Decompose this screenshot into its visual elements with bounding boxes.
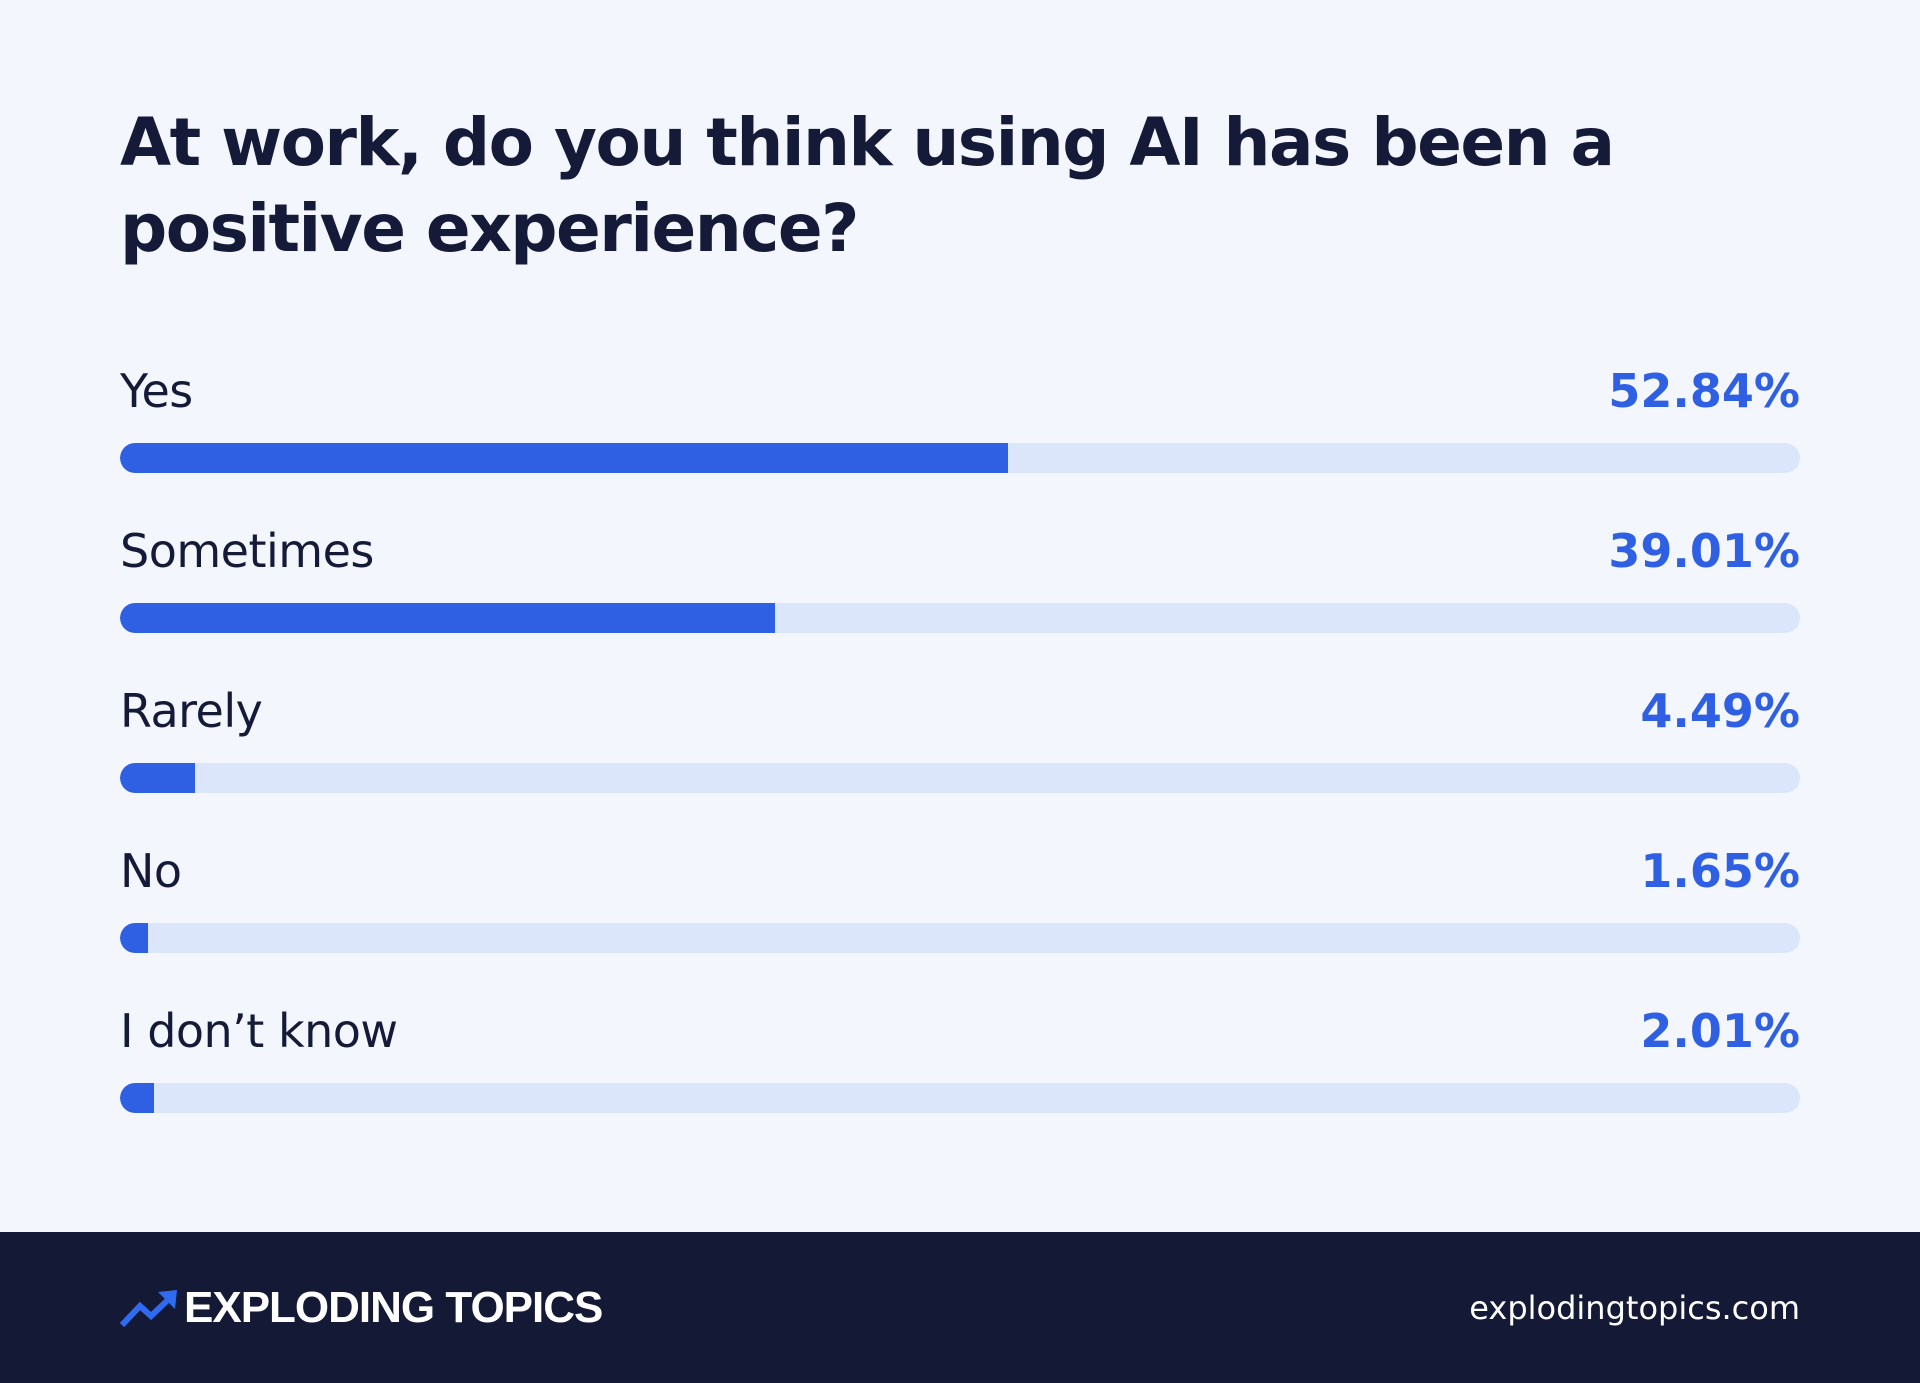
bar-category-label: I don’t know <box>120 1004 398 1058</box>
bar-value-label: 39.01% <box>1608 524 1800 578</box>
bar-value-label: 4.49% <box>1640 684 1800 738</box>
bar-track <box>120 1083 1800 1113</box>
bar-value-label: 1.65% <box>1640 844 1800 898</box>
trending-up-arrow-icon <box>120 1290 177 1328</box>
bar-track <box>120 603 1800 633</box>
brand-name: EXPLODING TOPICS <box>184 1283 603 1332</box>
bar-list: Yes 52.84% Sometimes 39.01% Rarely 4.49% No 1.6… <box>120 360 1800 1160</box>
chart-area: At work, do you think using AI has been … <box>120 0 1800 1232</box>
footer: EXPLODING TOPICS explodingtopics.com <box>0 1232 1920 1383</box>
bar-row: I don’t know 2.01% <box>120 1000 1800 1160</box>
bar-value-label: 52.84% <box>1608 364 1800 418</box>
bar-row: No 1.65% <box>120 840 1800 1000</box>
brand-logo[interactable]: EXPLODING TOPICS <box>120 1282 603 1334</box>
bar-track <box>120 443 1800 473</box>
bar-row: Yes 52.84% <box>120 360 1800 520</box>
bar-category-label: Sometimes <box>120 524 374 578</box>
bar-value-label: 2.01% <box>1640 1004 1800 1058</box>
site-url-link[interactable]: explodingtopics.com <box>1469 1289 1800 1327</box>
bar-row: Sometimes 39.01% <box>120 520 1800 680</box>
bar-fill <box>120 763 196 793</box>
bar-track <box>120 763 1800 793</box>
bar-category-label: Rarely <box>120 684 263 738</box>
bar-category-label: No <box>120 844 182 898</box>
chart-title: At work, do you think using AI has been … <box>120 104 1615 267</box>
bar-category-label: Yes <box>120 364 193 418</box>
bar-row: Rarely 4.49% <box>120 680 1800 840</box>
bar-fill <box>120 443 1008 473</box>
bar-fill <box>120 603 776 633</box>
bar-fill <box>120 1083 154 1113</box>
bar-fill <box>120 923 148 953</box>
bar-track <box>120 923 1800 953</box>
